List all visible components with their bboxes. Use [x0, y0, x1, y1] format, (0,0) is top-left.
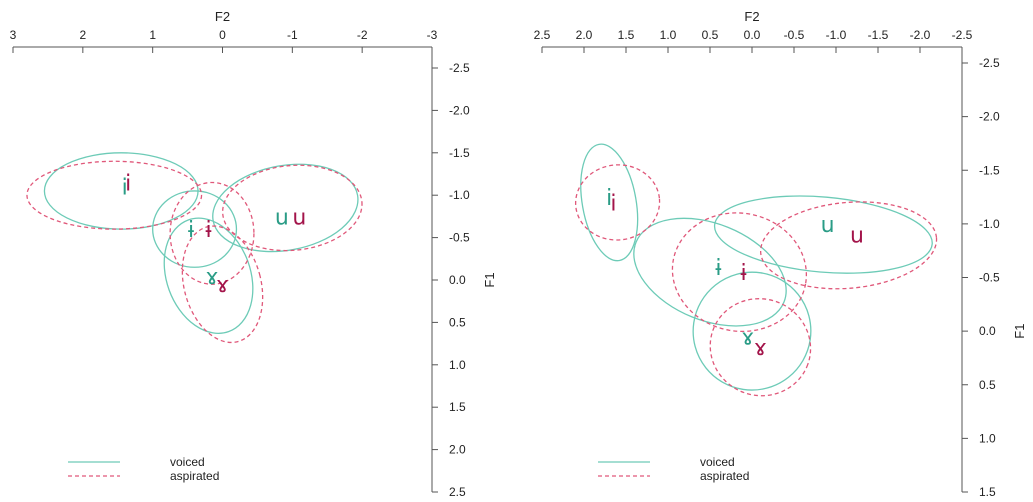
- x-tick-label: 1.5: [618, 28, 635, 42]
- y-tick-label: -2.5: [979, 56, 1000, 70]
- vowel-label-aspirated: u: [292, 205, 306, 230]
- y-tick-label: -2.0: [979, 110, 1000, 124]
- y-tick-label: 0.0: [979, 324, 996, 338]
- x-tick-label: 2: [79, 28, 86, 42]
- y-tick-label: -0.5: [979, 271, 1000, 285]
- vowel-label-voiced: u: [275, 205, 289, 230]
- ellipse-voiced-u: [713, 195, 933, 274]
- x-tick-label: 2.5: [534, 28, 551, 42]
- ellipse-aspirated-ɨ: [671, 212, 808, 333]
- ellipse-aspirated-i: [574, 164, 661, 241]
- y-tick-label: 1.0: [979, 431, 996, 445]
- clipped-caption: [0, 0, 1033, 4]
- ellipse-voiced-ɤ: [163, 217, 254, 335]
- ellipse-aspirated-ɤ: [181, 225, 264, 344]
- vowel-label-aspirated: i: [610, 191, 616, 216]
- legend-label-voiced: voiced: [700, 455, 735, 469]
- y-tick-label: -1.0: [979, 217, 1000, 231]
- y-tick-label: -0.5: [449, 231, 470, 245]
- y-tick-label: 1.5: [979, 485, 996, 497]
- x-tick-label: -3: [427, 28, 438, 42]
- y-tick-label: 2.0: [449, 443, 466, 457]
- legend-label-voiced: voiced: [170, 455, 205, 469]
- legend-label-aspirated: aspirated: [170, 469, 219, 483]
- x-tick-label: -2.0: [910, 28, 931, 42]
- x-tick-label: 0.5: [702, 28, 719, 42]
- vowel-label-aspirated: ɨ: [205, 218, 211, 243]
- x-tick-label: 1.0: [660, 28, 677, 42]
- x-tick-label: -0.5: [784, 28, 805, 42]
- y-axis-title: F1: [482, 272, 497, 287]
- y-tick-label: 1.0: [449, 358, 466, 372]
- y-tick-label: -2.0: [449, 103, 470, 117]
- x-axis-title: F2: [215, 9, 230, 24]
- y-tick-label: 0.5: [979, 378, 996, 392]
- vowel-label-aspirated: u: [850, 224, 864, 249]
- ellipse-voiced-ɨ: [152, 190, 238, 268]
- vowel-label-aspirated: ɨ: [741, 261, 747, 286]
- y-tick-label: 2.5: [449, 485, 466, 497]
- chart-right: 2.5 2.0 1.5 1.0 0.5 0.0 -0.5 -1.0 -1.5 -2.0 -2.5 F2…: [534, 9, 1027, 499]
- vowel-label-aspirated: ɤ: [216, 273, 229, 298]
- vowel-label-aspirated: i: [125, 171, 131, 196]
- y-tick-label: 0.0: [449, 273, 466, 287]
- ellipse-aspirated-i: [26, 160, 203, 230]
- y-tick-label: -1.0: [449, 188, 470, 202]
- vowel-label-voiced: ɤ: [205, 265, 218, 290]
- x-tick-label: -2: [357, 28, 368, 42]
- ellipse-voiced-ɤ: [692, 271, 812, 391]
- x-tick-label: -1: [287, 28, 298, 42]
- x-axis-title: F2: [744, 9, 759, 24]
- ellipse-voiced-i: [580, 143, 639, 262]
- x-tick-label: 0: [219, 28, 226, 42]
- vowel-label-voiced: ɨ: [188, 218, 194, 243]
- x-tick-label: 3: [10, 28, 17, 42]
- vowel-label-voiced: i: [122, 176, 128, 201]
- y-tick-label: 1.5: [449, 400, 466, 414]
- vowel-label-aspirated: ɤ: [754, 336, 767, 361]
- y-axis-title: F1: [1012, 324, 1027, 339]
- y-tick-label: -1.5: [449, 146, 470, 160]
- vowel-label-voiced: u: [821, 213, 835, 238]
- vowel-label-voiced: ɨ: [715, 256, 721, 281]
- ellipse-aspirated-ɤ: [709, 298, 812, 397]
- x-tick-label: 0.0: [744, 28, 761, 42]
- legend-label-aspirated: aspirated: [700, 469, 749, 483]
- ellipse-voiced-ɨ: [633, 217, 787, 327]
- x-tick-label: 2.0: [576, 28, 593, 42]
- x-tick-label: -1.0: [826, 28, 847, 42]
- ellipse-aspirated-ɨ: [169, 181, 255, 285]
- y-tick-label: -2.5: [449, 61, 470, 75]
- ellipse-aspirated-u: [760, 201, 938, 290]
- vowel-label-voiced: ɤ: [741, 325, 754, 350]
- x-tick-label: -1.5: [868, 28, 889, 42]
- y-tick-label: -1.5: [979, 163, 1000, 177]
- y-tick-label: 0.5: [449, 315, 466, 329]
- x-tick-label: 1: [149, 28, 156, 42]
- x-tick-label: -2.5: [952, 28, 973, 42]
- ellipse-aspirated-u: [222, 164, 363, 252]
- vowel-label-voiced: i: [606, 186, 612, 211]
- chart-left: 3 2 1 0 -1 -2 -3 F2 -2.5 -2.0 -1.5 -1.0 -0.5 0.0 0.5 1.…: [10, 9, 497, 499]
